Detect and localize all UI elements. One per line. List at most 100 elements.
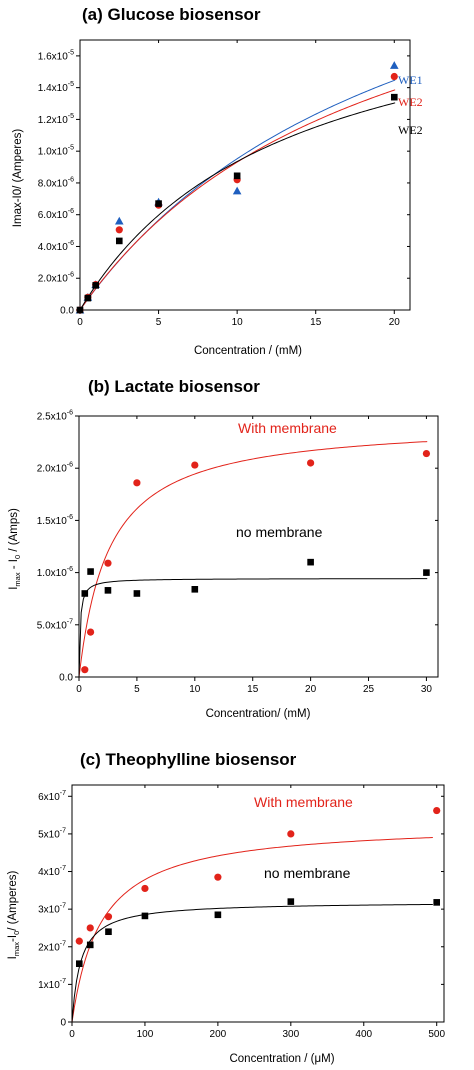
y-tick-label: 0 <box>60 1018 66 1029</box>
chart-panel-glucose: (a) Glucose biosensor Concentration / (m… <box>12 5 423 357</box>
fit-curve-circle <box>79 89 396 311</box>
data-point-square <box>433 899 441 906</box>
x-axis-label: Concentration / (mM) <box>194 345 302 357</box>
chart-panel-theophylline: (c) Theophylline biosensor Concentration… <box>7 750 445 1065</box>
x-tick-label: 20 <box>389 317 401 328</box>
y-tick-label: 8.0x10-6 <box>38 176 74 189</box>
fit-curve-square <box>71 903 433 1023</box>
chart-title: (b) Lactate biosensor <box>88 377 260 396</box>
y-tick-label: 5.0x10-7 <box>37 618 73 631</box>
data-point-square <box>76 306 84 314</box>
x-tick-label: 0 <box>77 317 83 328</box>
y-tick-label: 2.0x10-6 <box>38 272 74 285</box>
data-point-circle <box>115 226 123 234</box>
data-point-circle <box>390 72 398 81</box>
y-tick-label: 1.0x10-6 <box>37 566 73 579</box>
x-tick-label: 5 <box>134 684 140 695</box>
data-point-square <box>81 590 89 597</box>
x-tick-label: 100 <box>137 1029 154 1040</box>
data-point-triangle <box>232 186 242 195</box>
data-point-circle <box>433 806 441 815</box>
data-point-circle <box>81 666 89 674</box>
data-point-square <box>84 294 92 302</box>
data-point-square <box>87 568 94 575</box>
data-point-square <box>104 587 112 594</box>
data-point-square <box>86 941 94 949</box>
y-tick-label: 2.0x10-6 <box>37 462 73 475</box>
y-tick-label: 1.6x10-5 <box>38 49 74 62</box>
x-tick-label: 0 <box>69 1029 75 1040</box>
plot-frame <box>71 784 445 1023</box>
data-point-square <box>191 586 199 593</box>
data-point-square <box>307 558 314 566</box>
data-point-square <box>133 590 141 597</box>
data-point-circle <box>104 559 112 567</box>
y-tick-label: 4.0x10-6 <box>38 240 74 253</box>
data-point-square <box>105 928 112 936</box>
annotation-no-membrane: no membrane <box>264 865 351 881</box>
y-tick-label: 1.2x10-5 <box>38 113 74 126</box>
y-tick-label: 0.0 <box>60 306 74 317</box>
data-point-square <box>92 282 100 289</box>
chart-title: (a) Glucose biosensor <box>82 5 261 24</box>
x-tick-label: 200 <box>210 1029 227 1040</box>
data-point-circle <box>287 830 295 838</box>
fit-curve-triangle <box>79 79 396 311</box>
x-tick-label: 20 <box>305 684 317 695</box>
data-point-square <box>75 960 83 967</box>
data-point-square <box>287 898 295 905</box>
fit-curve-circle <box>71 837 433 1023</box>
chart-panel-lactate: (b) Lactate biosensor Concentration/ (mM… <box>8 377 439 720</box>
data-point-square <box>214 911 222 919</box>
y-tick-label: 1.5x10-6 <box>37 514 73 527</box>
plot-frame <box>78 415 439 678</box>
x-tick-label: 300 <box>282 1029 299 1040</box>
data-point-circle <box>86 628 95 636</box>
y-tick-label: 6x10-7 <box>38 790 66 803</box>
annotation-no-membrane: no membrane <box>236 524 323 540</box>
x-tick-label: 400 <box>355 1029 372 1040</box>
y-tick-label: 6.0x10-6 <box>38 208 74 221</box>
y-tick-label: 3x10-7 <box>38 903 66 916</box>
fit-curve-square <box>78 578 428 678</box>
x-tick-label: 15 <box>310 317 322 328</box>
data-point-circle <box>214 873 222 881</box>
data-point-circle <box>191 461 199 469</box>
y-tick-label: 5x10-7 <box>38 827 66 840</box>
data-point-circle <box>75 937 83 945</box>
y-axis-label: Imax-I0/ (Amperes) <box>7 871 21 960</box>
x-axis-label: Concentration / (μM) <box>229 1053 334 1065</box>
data-point-square <box>423 569 430 576</box>
plot-frame <box>79 39 411 311</box>
x-tick-label: 10 <box>189 684 201 695</box>
annotation-with-membrane: With membrane <box>254 794 353 810</box>
x-tick-label: 30 <box>421 684 433 695</box>
data-point-circle <box>307 459 315 467</box>
y-tick-label: 4x10-7 <box>38 865 66 878</box>
x-tick-label: 25 <box>363 684 375 695</box>
data-point-circle <box>104 913 113 921</box>
data-point-square <box>115 237 123 245</box>
y-tick-label: 1x10-7 <box>38 978 66 991</box>
y-axis-label: Imax-I0/ (Amperes) <box>12 129 24 228</box>
annotation-with-membrane: With membrane <box>238 420 337 436</box>
data-point-triangle <box>114 216 124 225</box>
data-point-circle <box>141 884 149 893</box>
fit-curve-circle <box>78 441 428 678</box>
fit-curve-square <box>79 102 396 311</box>
x-tick-label: 500 <box>428 1029 445 1040</box>
data-point-square <box>390 93 398 101</box>
data-point-circle <box>86 924 94 932</box>
y-tick-label: 1.0x10-5 <box>38 145 74 158</box>
y-axis-label: Imax - I0 / (Amps) <box>8 508 22 590</box>
x-axis-label: Concentration/ (mM) <box>206 708 311 720</box>
data-point-circle <box>422 449 431 458</box>
x-tick-label: 15 <box>247 684 259 695</box>
x-tick-label: 0 <box>76 684 82 695</box>
data-point-square <box>141 912 149 920</box>
data-point-circle <box>133 479 141 487</box>
x-tick-label: 10 <box>232 317 244 328</box>
y-tick-label: 2.5x10-6 <box>37 410 73 423</box>
chart-title: (c) Theophylline biosensor <box>80 750 297 769</box>
